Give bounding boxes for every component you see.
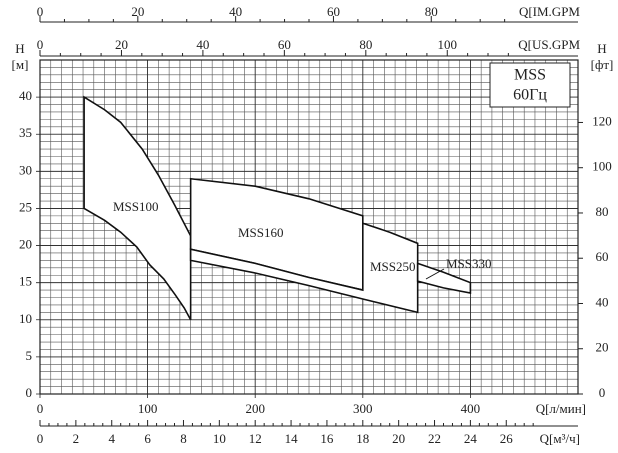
y-tick-label: 15 — [19, 274, 32, 289]
x-tick-label: 300 — [353, 401, 373, 416]
tick-label: 20 — [392, 431, 405, 446]
tick-label: 10 — [213, 431, 226, 446]
tick-label: 4 — [108, 431, 115, 446]
x-axis-label: Q[л/мин] — [536, 401, 586, 416]
tick-label: 40 — [229, 4, 242, 19]
y-axis-label: H — [15, 41, 24, 56]
y2-tick-label: 0 — [599, 385, 606, 400]
y2-tick-label: 80 — [596, 204, 609, 219]
x-tick-label: 400 — [461, 401, 481, 416]
y-tick-label: 20 — [19, 237, 32, 252]
y2-tick-label: 60 — [596, 249, 609, 264]
y2-axis-label: H — [597, 41, 606, 56]
y-tick-label: 10 — [19, 311, 32, 326]
axis-label: Q[IM.GPM — [519, 4, 580, 19]
pump-envelope — [416, 262, 472, 295]
x-tick-label: 100 — [138, 401, 158, 416]
tick-label: 60 — [278, 37, 291, 52]
tick-label: 100 — [438, 37, 458, 52]
y2-axis-unit: [фт] — [591, 57, 614, 72]
tick-label: 24 — [464, 431, 478, 446]
leader-line — [425, 268, 445, 280]
tick-label: 2 — [73, 431, 80, 446]
tick-label: 12 — [249, 431, 262, 446]
x-tick-label: 0 — [37, 401, 44, 416]
tick-label: 18 — [356, 431, 369, 446]
tick-label: 20 — [115, 37, 128, 52]
tick-label: 0 — [37, 37, 44, 52]
axis-label: Q[м³/ч] — [540, 431, 580, 446]
legend-box — [489, 62, 571, 108]
tick-label: 60 — [327, 4, 340, 19]
y-tick-label: 5 — [26, 348, 33, 363]
tick-label: 80 — [359, 37, 372, 52]
tick-label: 8 — [180, 431, 187, 446]
x-tick-label: 200 — [245, 401, 265, 416]
series-label: MSS100 — [113, 199, 159, 214]
pump-envelope — [83, 95, 192, 321]
y-tick-label: 40 — [19, 88, 32, 103]
y-tick-label: 0 — [26, 385, 33, 400]
series-label: MSS250 — [370, 259, 416, 274]
tick-label: 80 — [425, 4, 438, 19]
tick-label: 0 — [37, 4, 44, 19]
tick-label: 14 — [285, 431, 299, 446]
y-tick-label: 25 — [19, 199, 32, 214]
tick-label: 6 — [144, 431, 151, 446]
series-label: MSS160 — [238, 225, 284, 240]
y-axis-unit: [м] — [12, 57, 29, 72]
tick-label: 40 — [196, 37, 209, 52]
y2-tick-label: 100 — [592, 159, 612, 174]
pump-envelope — [189, 222, 419, 314]
y-tick-label: 30 — [19, 162, 32, 177]
y-tick-label: 35 — [19, 125, 32, 140]
legend-subtitle: 60Гц — [513, 87, 547, 104]
series-label: MSS330 — [446, 256, 492, 271]
y2-tick-label: 120 — [592, 113, 612, 128]
tick-label: 0 — [37, 431, 44, 446]
axis-label: Q[US.GPM — [518, 37, 580, 52]
legend-title: MSS — [514, 67, 546, 84]
tick-label: 26 — [500, 431, 514, 446]
y2-tick-label: 40 — [596, 294, 609, 309]
y2-tick-label: 20 — [596, 340, 609, 355]
tick-label: 20 — [131, 4, 144, 19]
tick-label: 16 — [320, 431, 334, 446]
tick-label: 22 — [428, 431, 441, 446]
